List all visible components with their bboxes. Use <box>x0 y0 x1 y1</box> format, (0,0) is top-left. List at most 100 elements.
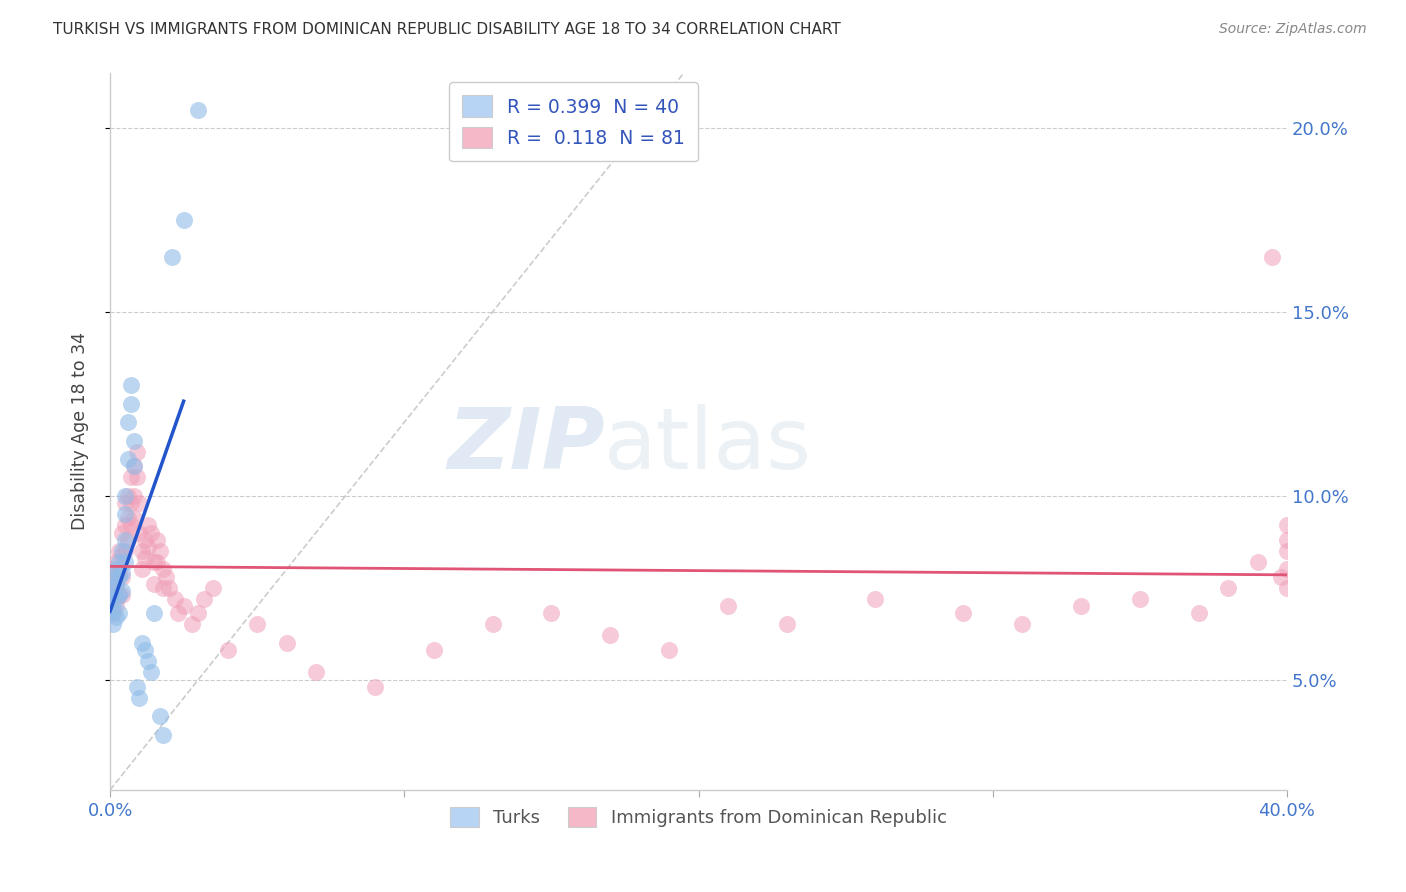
Point <box>114 555 136 569</box>
Point <box>217 643 239 657</box>
Point <box>1216 581 1239 595</box>
Point <box>202 581 225 595</box>
Point <box>122 459 145 474</box>
Point <box>101 588 124 602</box>
Point <box>540 607 562 621</box>
Point <box>149 709 172 723</box>
Point <box>104 562 127 576</box>
Point <box>305 665 328 680</box>
Point <box>141 665 163 680</box>
Point <box>108 588 131 602</box>
Point <box>599 628 621 642</box>
Point <box>104 599 127 613</box>
Point <box>131 562 153 576</box>
Point <box>114 507 136 521</box>
Point <box>187 607 209 621</box>
Point <box>1270 569 1292 583</box>
Point <box>117 533 139 547</box>
Point <box>1275 518 1298 533</box>
Point <box>146 555 169 569</box>
Point <box>481 617 503 632</box>
Point <box>143 577 166 591</box>
Point <box>104 577 127 591</box>
Point <box>98 562 121 576</box>
Point <box>120 470 142 484</box>
Point <box>111 569 134 583</box>
Point <box>1261 250 1284 264</box>
Point <box>136 541 159 555</box>
Point <box>117 415 139 429</box>
Point <box>134 643 156 657</box>
Point <box>111 584 134 599</box>
Point <box>152 728 174 742</box>
Point <box>163 591 186 606</box>
Point <box>136 518 159 533</box>
Text: atlas: atlas <box>605 404 813 487</box>
Point <box>152 562 174 576</box>
Point <box>120 397 142 411</box>
Point <box>111 525 134 540</box>
Point <box>143 607 166 621</box>
Point <box>160 250 183 264</box>
Point <box>149 544 172 558</box>
Point <box>276 636 298 650</box>
Point <box>114 533 136 547</box>
Point <box>108 555 131 569</box>
Point <box>146 533 169 547</box>
Point <box>104 610 127 624</box>
Point <box>131 636 153 650</box>
Point <box>143 555 166 569</box>
Text: TURKISH VS IMMIGRANTS FROM DOMINICAN REPUBLIC DISABILITY AGE 18 TO 34 CORRELATIO: TURKISH VS IMMIGRANTS FROM DOMINICAN REP… <box>53 22 841 37</box>
Point <box>136 654 159 668</box>
Point <box>114 544 136 558</box>
Point <box>128 691 150 706</box>
Point <box>120 496 142 510</box>
Point <box>187 103 209 117</box>
Point <box>1011 617 1033 632</box>
Legend: Turks, Immigrants from Dominican Republic: Turks, Immigrants from Dominican Republi… <box>443 799 955 835</box>
Point <box>117 489 139 503</box>
Point <box>125 470 148 484</box>
Point <box>111 588 134 602</box>
Point <box>101 617 124 632</box>
Point <box>117 511 139 525</box>
Point <box>122 489 145 503</box>
Point <box>120 378 142 392</box>
Point <box>863 591 886 606</box>
Point <box>128 525 150 540</box>
Point <box>952 607 974 621</box>
Point <box>125 680 148 694</box>
Point <box>108 569 131 583</box>
Point <box>152 581 174 595</box>
Point <box>104 577 127 591</box>
Point <box>717 599 740 613</box>
Point <box>1275 533 1298 547</box>
Point <box>134 551 156 566</box>
Point <box>173 213 195 227</box>
Point <box>166 607 188 621</box>
Point <box>246 617 269 632</box>
Point <box>1275 562 1298 576</box>
Point <box>120 518 142 533</box>
Point <box>108 544 131 558</box>
Point <box>104 555 127 569</box>
Point <box>1188 607 1211 621</box>
Point <box>101 591 124 606</box>
Point <box>776 617 799 632</box>
Point <box>101 569 124 583</box>
Point <box>101 607 124 621</box>
Point <box>1275 544 1298 558</box>
Point <box>1129 591 1152 606</box>
Point <box>134 533 156 547</box>
Point <box>658 643 681 657</box>
Point <box>128 496 150 510</box>
Point <box>181 617 204 632</box>
Text: Source: ZipAtlas.com: Source: ZipAtlas.com <box>1219 22 1367 37</box>
Point <box>111 566 134 580</box>
Point <box>157 581 180 595</box>
Point <box>101 603 124 617</box>
Point <box>122 434 145 448</box>
Point <box>117 452 139 467</box>
Point <box>122 459 145 474</box>
Point <box>193 591 215 606</box>
